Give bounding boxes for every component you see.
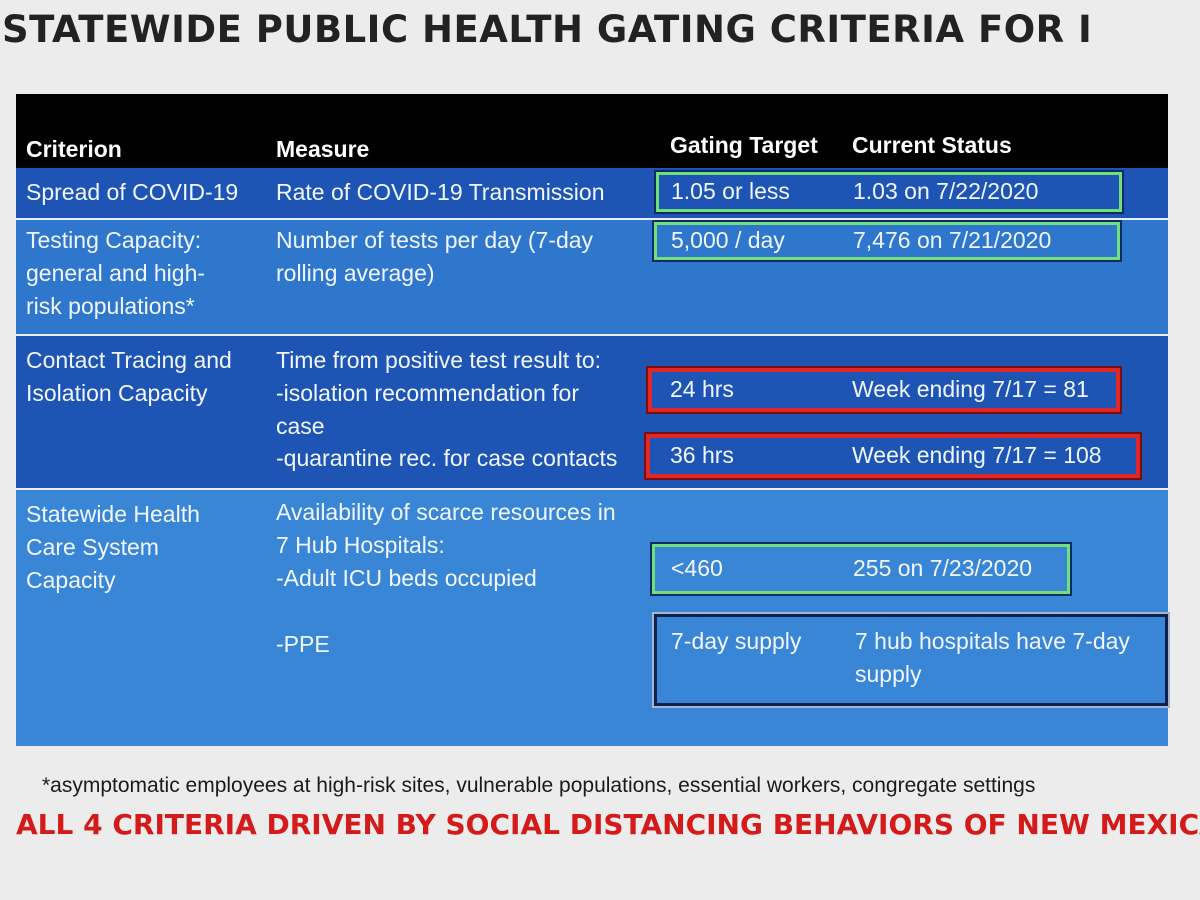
measure-cell: -Adult ICU beds occupied <box>276 565 537 591</box>
row-divider <box>16 218 1168 220</box>
measure-cell: rolling average) <box>276 260 435 286</box>
current-status-value: Week ending 7/17 = 108 <box>852 442 1102 468</box>
gating-target-value: 5,000 / day <box>671 227 785 253</box>
row-divider <box>16 488 1168 490</box>
measure-cell: -quarantine rec. for case contacts <box>276 445 618 471</box>
measure-cell: -isolation recommendation for <box>276 380 579 406</box>
gating-target-value: 36 hrs <box>670 442 734 468</box>
criterion-cell: Spread of COVID-19 <box>26 179 239 205</box>
row-divider <box>16 334 1168 336</box>
status-box-not-met: 36 hrs Week ending 7/17 = 108 <box>644 432 1142 480</box>
footnote: *asymptomatic employees at high-risk sit… <box>42 774 1036 797</box>
measure-cell: 7 Hub Hospitals: <box>276 532 445 558</box>
status-box-not-met: 24 hrs Week ending 7/17 = 81 <box>646 366 1122 414</box>
current-status-value: 1.03 on 7/22/2020 <box>853 178 1039 204</box>
status-box-met: 5,000 / day 7,476 on 7/21/2020 <box>652 220 1122 262</box>
current-status-value: 7 hub hospitals have 7-day <box>855 628 1130 654</box>
measure-cell: Time from positive test result to: <box>276 347 602 373</box>
gating-criteria-table: Criterion Measure Gating Target Current … <box>16 94 1170 746</box>
criterion-cell: Statewide Health <box>26 501 200 527</box>
gating-target-value: 24 hrs <box>670 376 734 402</box>
current-status-value: 7,476 on 7/21/2020 <box>853 227 1052 253</box>
measure-cell: Rate of COVID-19 Transmission <box>276 179 605 205</box>
measure-cell: Number of tests per day (7-day <box>276 227 594 253</box>
table-row: Testing Capacity: general and high- risk… <box>16 220 1168 334</box>
header-current-status: Current Status <box>852 132 1012 158</box>
status-box-pending: 7-day supply 7 hub hospitals have 7-day … <box>652 612 1170 708</box>
header-gating-target: Gating Target <box>670 132 818 158</box>
bottom-banner: ALL 4 CRITERIA DRIVEN BY SOCIAL DISTANCI… <box>16 808 1200 841</box>
measure-cell: Availability of scarce resources in <box>276 499 616 525</box>
table-header: Criterion Measure Gating Target Current … <box>16 94 1168 168</box>
criterion-cell: Testing Capacity: <box>26 227 202 253</box>
status-box-met: 1.05 or less 1.03 on 7/22/2020 <box>654 170 1124 214</box>
table-row: Contact Tracing and Isolation Capacity T… <box>16 336 1168 488</box>
measure-cell: -PPE <box>276 631 330 657</box>
current-status-value: 255 on 7/23/2020 <box>853 555 1033 581</box>
measure-cell: case <box>276 413 325 439</box>
header-criterion: Criterion <box>26 136 122 162</box>
criterion-cell: general and high- <box>26 260 206 286</box>
criterion-cell: Isolation Capacity <box>26 380 208 406</box>
criterion-cell: risk populations* <box>26 293 195 319</box>
gating-target-value: <460 <box>671 555 723 581</box>
table-row: Statewide Health Care System Capacity Av… <box>16 490 1170 746</box>
header-measure: Measure <box>276 136 370 162</box>
criterion-cell: Contact Tracing and <box>26 347 232 373</box>
gating-target-value: 1.05 or less <box>671 178 790 204</box>
status-box-met: <460 255 on 7/23/2020 <box>650 542 1072 596</box>
criterion-cell: Capacity <box>26 567 116 593</box>
criterion-cell: Care System <box>26 534 159 560</box>
gating-target-value: 7-day supply <box>671 628 802 654</box>
slide-title: STATEWIDE PUBLIC HEALTH GATING CRITERIA … <box>2 8 1093 51</box>
current-status-value: Week ending 7/17 = 81 <box>852 376 1089 402</box>
current-status-value: supply <box>855 661 922 687</box>
table-row: Spread of COVID-19 Rate of COVID-19 Tran… <box>16 168 1168 218</box>
